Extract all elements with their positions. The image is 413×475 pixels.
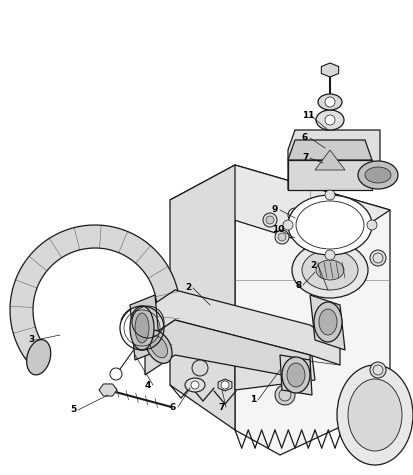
Ellipse shape [282, 357, 310, 393]
Circle shape [283, 220, 293, 230]
Text: 11: 11 [302, 111, 315, 120]
Polygon shape [288, 140, 372, 160]
Ellipse shape [319, 309, 337, 335]
Text: 2: 2 [185, 284, 191, 293]
Circle shape [275, 230, 289, 244]
Polygon shape [235, 165, 390, 455]
Polygon shape [130, 295, 160, 360]
Circle shape [110, 368, 122, 380]
Circle shape [221, 381, 229, 389]
Circle shape [300, 224, 314, 238]
Text: 3: 3 [28, 335, 34, 344]
Circle shape [319, 214, 351, 246]
Circle shape [314, 214, 322, 222]
Circle shape [192, 360, 208, 376]
Circle shape [275, 385, 295, 405]
Ellipse shape [302, 250, 358, 290]
Circle shape [370, 250, 386, 266]
Polygon shape [145, 320, 310, 380]
Ellipse shape [314, 302, 342, 342]
Polygon shape [280, 355, 312, 395]
Ellipse shape [365, 167, 391, 183]
Circle shape [278, 233, 286, 241]
Text: 9: 9 [272, 206, 278, 215]
Polygon shape [235, 340, 315, 390]
Circle shape [370, 362, 386, 378]
Circle shape [325, 115, 335, 125]
Polygon shape [310, 295, 345, 350]
Circle shape [325, 97, 335, 107]
Ellipse shape [316, 110, 344, 130]
Polygon shape [10, 225, 180, 365]
Text: 10: 10 [272, 226, 285, 235]
Circle shape [266, 216, 274, 224]
Text: 2: 2 [310, 260, 316, 269]
Polygon shape [170, 165, 390, 250]
Ellipse shape [150, 336, 168, 358]
Text: 6: 6 [170, 402, 176, 411]
Ellipse shape [316, 260, 344, 280]
Circle shape [367, 220, 377, 230]
Circle shape [291, 211, 299, 219]
Text: 6: 6 [302, 133, 308, 142]
Polygon shape [315, 150, 345, 170]
Ellipse shape [185, 378, 205, 392]
Circle shape [303, 227, 311, 235]
Circle shape [313, 208, 357, 252]
Text: 7: 7 [302, 153, 309, 162]
Circle shape [325, 250, 335, 260]
Polygon shape [218, 379, 232, 391]
Polygon shape [99, 384, 117, 396]
Ellipse shape [145, 330, 172, 363]
Ellipse shape [287, 363, 305, 387]
Text: 5: 5 [70, 406, 76, 415]
Ellipse shape [358, 161, 398, 189]
Circle shape [288, 208, 302, 222]
Ellipse shape [27, 340, 51, 375]
Polygon shape [170, 165, 235, 430]
Ellipse shape [318, 94, 342, 110]
Circle shape [338, 218, 346, 226]
Polygon shape [288, 160, 372, 190]
Polygon shape [145, 290, 340, 365]
Ellipse shape [130, 306, 154, 350]
Text: 7: 7 [218, 402, 224, 411]
Ellipse shape [337, 365, 413, 465]
Polygon shape [321, 63, 339, 77]
Circle shape [191, 381, 199, 389]
Polygon shape [288, 130, 380, 190]
Circle shape [311, 211, 325, 225]
Ellipse shape [288, 195, 372, 255]
Ellipse shape [292, 242, 368, 298]
Circle shape [325, 190, 335, 200]
Ellipse shape [348, 379, 402, 451]
Text: 1: 1 [250, 396, 256, 405]
Text: 4: 4 [145, 380, 152, 390]
Circle shape [263, 213, 277, 227]
Ellipse shape [135, 313, 149, 343]
Text: 8: 8 [295, 281, 301, 289]
Circle shape [335, 215, 349, 229]
